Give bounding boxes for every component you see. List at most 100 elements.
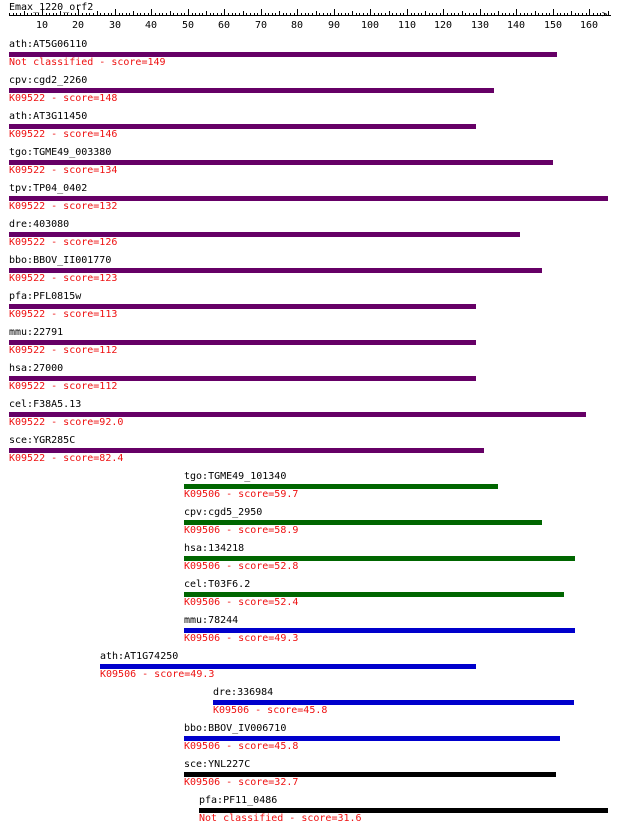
ruler-tick <box>217 13 218 15</box>
hit-alignment-bar[interactable] <box>9 160 553 165</box>
hit-gene-label[interactable]: ath:AT5G06110 <box>9 39 88 50</box>
hit-score-label[interactable]: K09506 - score=52.4 <box>184 597 299 608</box>
hit-gene-label[interactable]: dre:336984 <box>213 687 274 698</box>
ruler-tick <box>608 11 609 15</box>
hit-gene-label[interactable]: pfa:PFL0815w <box>9 291 82 302</box>
ruler-tick <box>137 13 138 15</box>
ruler-tick <box>100 13 101 15</box>
ruler-tick <box>184 13 185 15</box>
ruler-tick <box>414 13 415 15</box>
hit-alignment-bar[interactable] <box>9 52 557 57</box>
hit-score-label[interactable]: K09522 - score=132 <box>9 201 118 212</box>
ruler-tick <box>170 11 171 15</box>
ruler-tick-label: 100 <box>360 20 380 31</box>
ruler-tick <box>257 13 258 15</box>
hit-score-label[interactable]: K09522 - score=112 <box>9 345 118 356</box>
ruler-tick <box>542 13 543 15</box>
ruler-tick-label: 140 <box>506 20 526 31</box>
hit-score-label[interactable]: K09506 - score=49.3 <box>184 633 299 644</box>
hit-alignment-bar[interactable] <box>9 340 476 345</box>
hit-score-label[interactable]: K09522 - score=126 <box>9 237 118 248</box>
hit-gene-label[interactable]: tgo:TGME49_101340 <box>184 471 287 482</box>
hit-alignment-bar[interactable] <box>9 412 586 417</box>
ruler-tick <box>111 13 112 15</box>
ruler-tick <box>308 13 309 15</box>
hit-score-label[interactable]: K09506 - score=52.8 <box>184 561 299 572</box>
hit-gene-label[interactable]: bbo:BBOV_II001770 <box>9 255 112 266</box>
ruler-tick <box>235 13 236 15</box>
hit-gene-label[interactable]: cpv:cgd2_2260 <box>9 75 88 86</box>
hit-alignment-bar[interactable] <box>9 88 494 93</box>
hit-gene-label[interactable]: tgo:TGME49_003380 <box>9 147 112 158</box>
hit-gene-label[interactable]: hsa:134218 <box>184 543 245 554</box>
ruler-tick <box>126 13 127 15</box>
hit-alignment-bar[interactable] <box>213 700 574 705</box>
hit-score-label[interactable]: K09522 - score=113 <box>9 309 118 320</box>
hit-gene-label[interactable]: mmu:78244 <box>184 615 239 626</box>
hit-score-label[interactable]: Not classified - score=149 <box>9 57 166 68</box>
hit-gene-label[interactable]: bbo:BBOV_IV006710 <box>184 723 287 734</box>
hit-gene-label[interactable]: cel:F38A5.13 <box>9 399 82 410</box>
hit-gene-label[interactable]: ath:AT3G11450 <box>9 111 88 122</box>
hit-score-label[interactable]: K09522 - score=123 <box>9 273 118 284</box>
ruler-tick <box>181 13 182 15</box>
hit-score-label[interactable]: K09522 - score=146 <box>9 129 118 140</box>
hit-gene-label[interactable]: pfa:PF11_0486 <box>199 795 278 806</box>
hit-gene-label[interactable]: ath:AT1G74250 <box>100 651 179 662</box>
ruler-tick <box>400 13 401 15</box>
hit-gene-label[interactable]: sce:YGR285C <box>9 435 76 446</box>
hit-score-label[interactable]: K09506 - score=45.8 <box>213 705 328 716</box>
ruler-tick <box>148 13 149 15</box>
hit-score-label[interactable]: K09506 - score=58.9 <box>184 525 299 536</box>
hit-gene-label[interactable]: mmu:22791 <box>9 327 64 338</box>
hit-score-label[interactable]: K09522 - score=112 <box>9 381 118 392</box>
hit-alignment-bar[interactable] <box>184 556 575 561</box>
ruler-tick <box>418 13 419 15</box>
ruler-tick <box>162 13 163 15</box>
hit-alignment-bar[interactable] <box>9 268 542 273</box>
ruler-tick <box>589 9 590 15</box>
hit-alignment-bar[interactable] <box>184 484 498 489</box>
hit-alignment-bar[interactable] <box>9 304 476 309</box>
ruler-tick <box>327 13 328 15</box>
hit-gene-label[interactable]: tpv:TP04_0402 <box>9 183 88 194</box>
hit-alignment-bar[interactable] <box>184 628 575 633</box>
hit-score-label[interactable]: K09522 - score=82.4 <box>9 453 124 464</box>
hit-gene-label[interactable]: cel:T03F6.2 <box>184 579 251 590</box>
hit-alignment-bar[interactable] <box>9 196 608 201</box>
ruler-tick <box>283 13 284 15</box>
ruler-tick-label: 50 <box>181 20 195 31</box>
hit-score-label[interactable]: K09506 - score=59.7 <box>184 489 299 500</box>
ruler-tick <box>429 13 430 15</box>
hit-alignment-bar[interactable] <box>9 448 484 453</box>
hit-alignment-bar[interactable] <box>9 232 520 237</box>
ruler-tick <box>9 13 10 15</box>
ruler-tick <box>535 11 536 15</box>
hit-score-label[interactable]: K09506 - score=49.3 <box>100 669 215 680</box>
hit-score-label[interactable]: K09522 - score=134 <box>9 165 118 176</box>
hit-score-label[interactable]: K09522 - score=148 <box>9 93 118 104</box>
hit-score-label[interactable]: K09506 - score=32.7 <box>184 777 299 788</box>
hit-alignment-bar[interactable] <box>199 808 608 813</box>
ruler-tick <box>403 13 404 15</box>
ruler-tick-label: 120 <box>433 20 453 31</box>
hit-alignment-bar[interactable] <box>100 664 476 669</box>
ruler-tick <box>199 13 200 15</box>
hit-alignment-bar[interactable] <box>184 592 564 597</box>
hit-alignment-bar[interactable] <box>9 376 476 381</box>
hit-alignment-bar[interactable] <box>184 520 542 525</box>
hit-alignment-bar[interactable] <box>9 124 476 129</box>
hit-alignment-bar[interactable] <box>184 736 560 741</box>
ruler-tick <box>531 13 532 15</box>
hit-gene-label[interactable]: dre:403080 <box>9 219 70 230</box>
hit-score-label[interactable]: K09506 - score=45.8 <box>184 741 299 752</box>
hit-score-label[interactable]: Not classified - score=31.6 <box>199 813 362 824</box>
hit-alignment-bar[interactable] <box>184 772 556 777</box>
hit-gene-label[interactable]: hsa:27000 <box>9 363 64 374</box>
ruler-tick <box>323 13 324 15</box>
hit-gene-label[interactable]: cpv:cgd5_2950 <box>184 507 263 518</box>
hit-gene-label[interactable]: sce:YNL227C <box>184 759 251 770</box>
ruler-tick-label: 60 <box>217 20 231 31</box>
hit-score-label[interactable]: K09522 - score=92.0 <box>9 417 124 428</box>
ruler-tick <box>119 13 120 15</box>
